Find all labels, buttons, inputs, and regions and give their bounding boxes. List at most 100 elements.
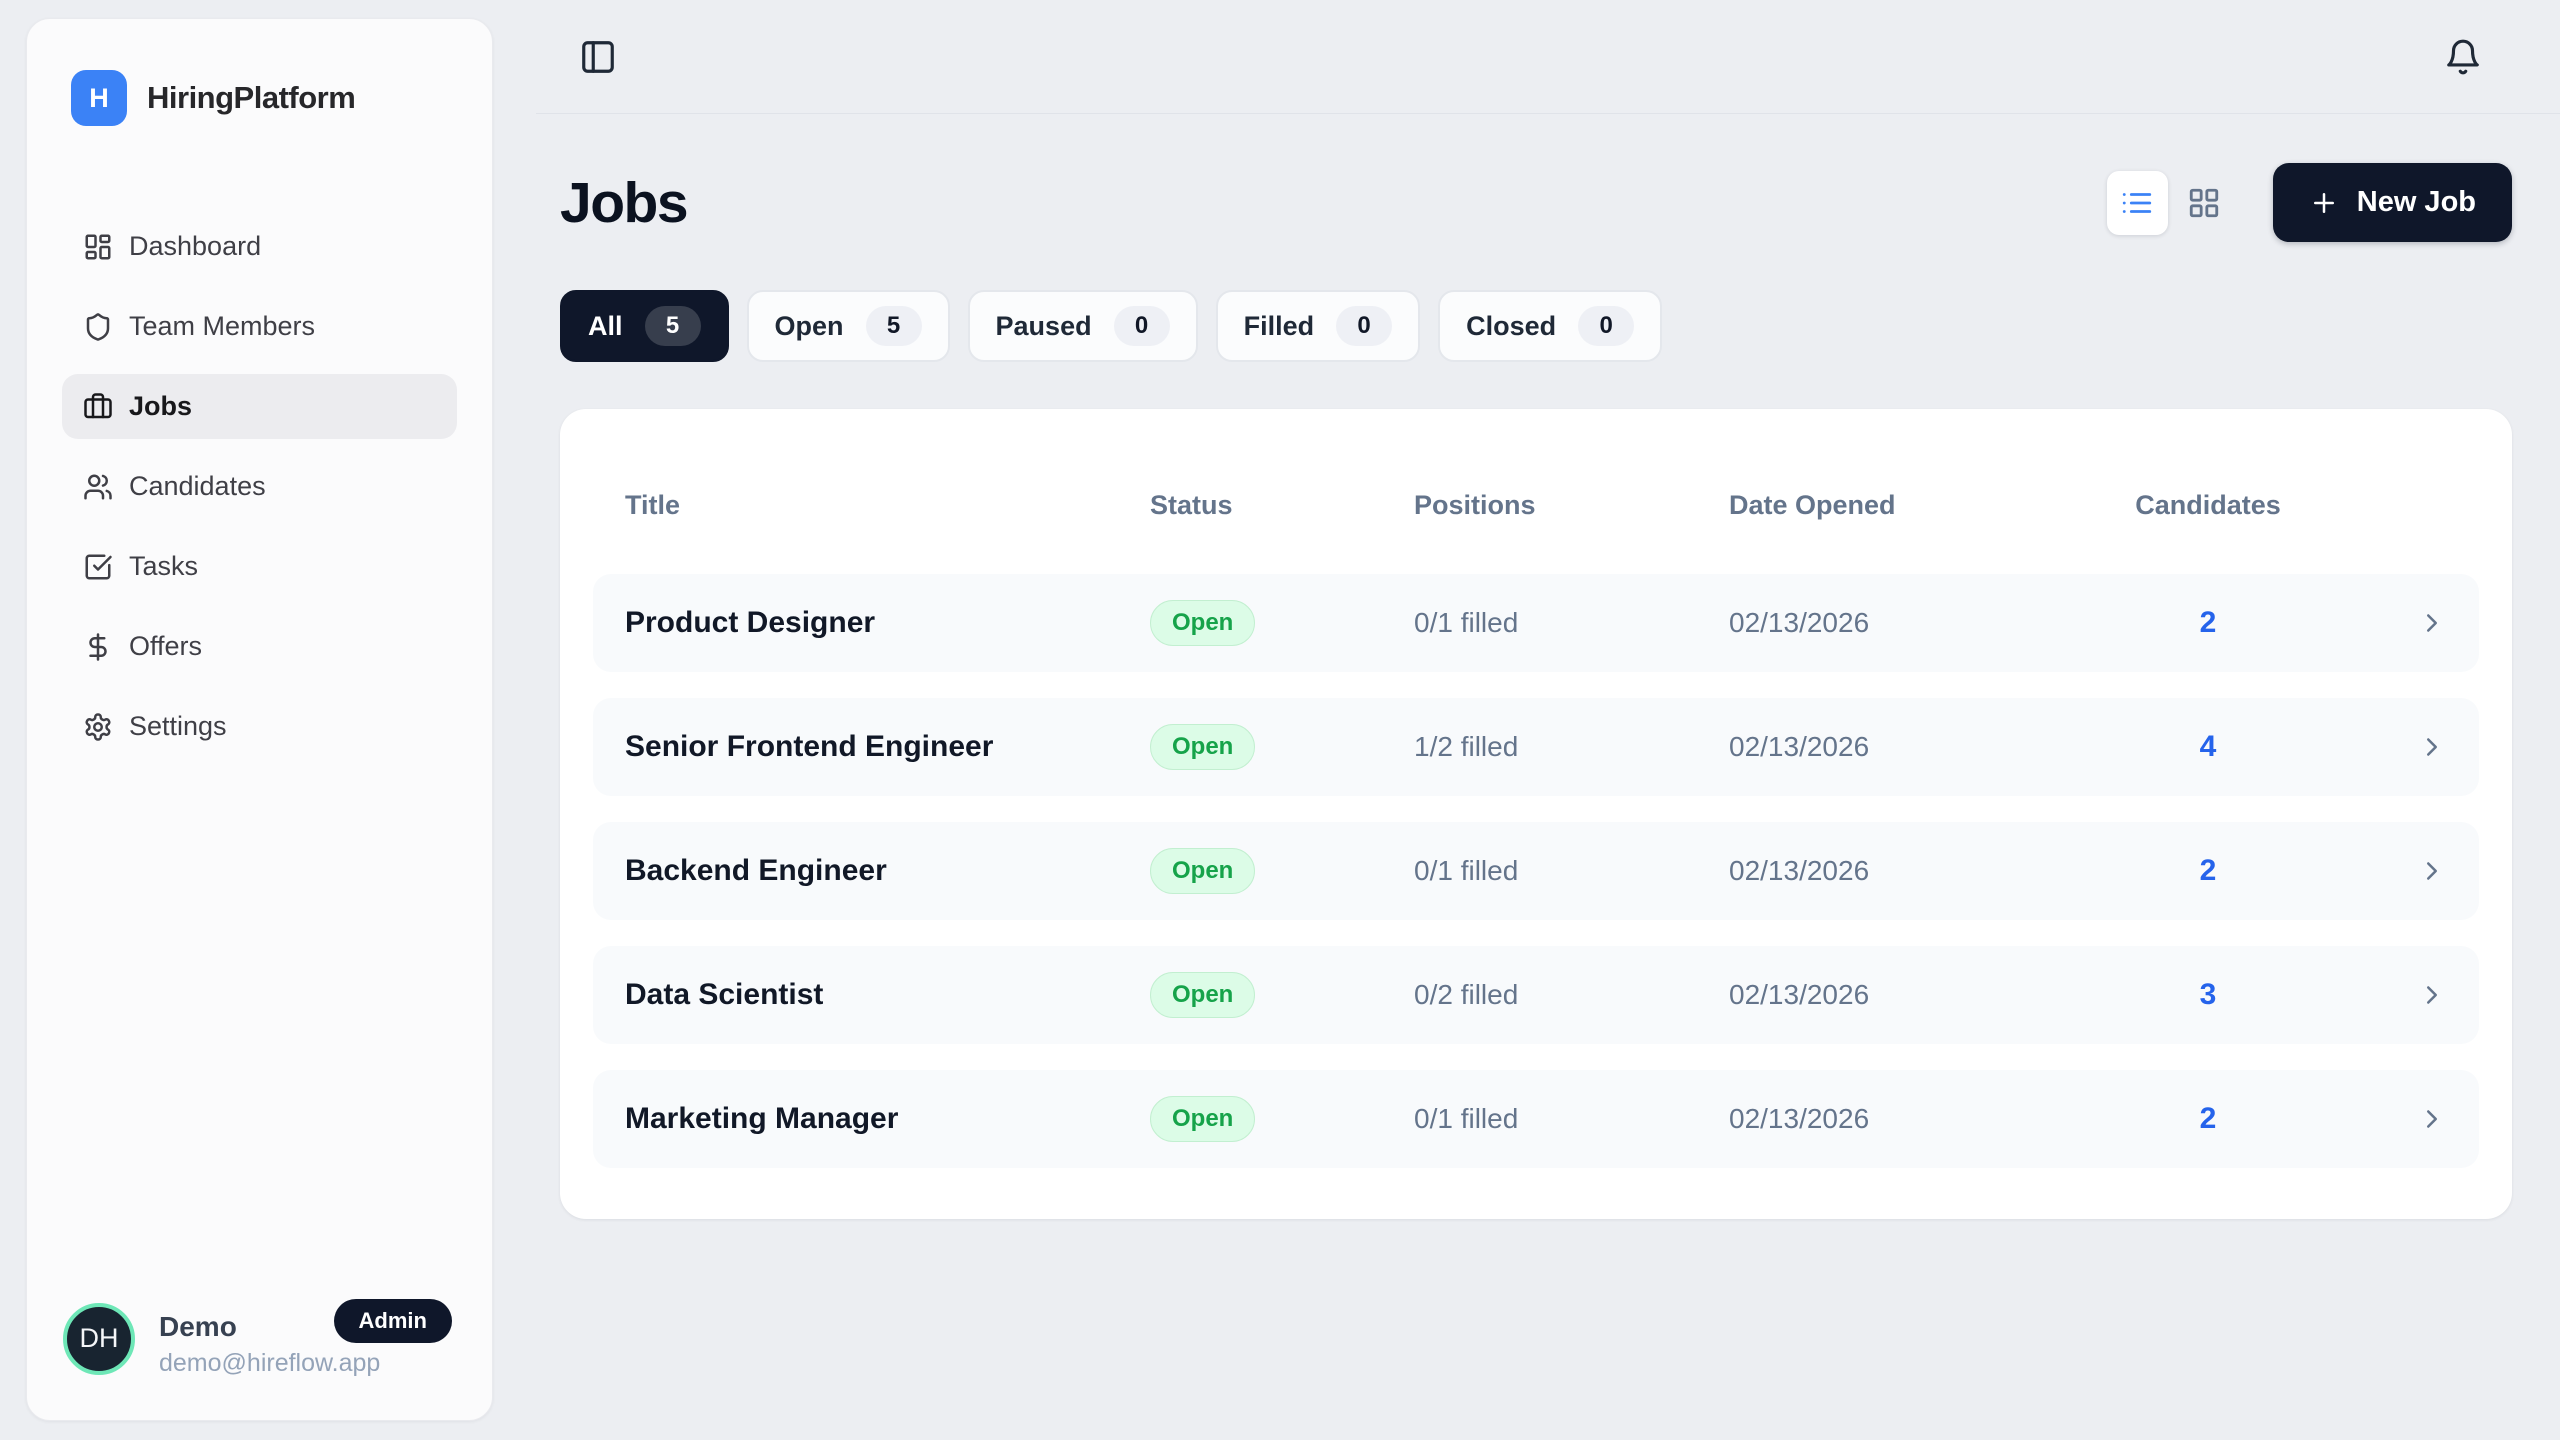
table-row[interactable]: Backend Engineer Open 0/1 filled 02/13/2… [593,822,2479,920]
table-body: Product Designer Open 0/1 filled 02/13/2… [593,574,2479,1168]
shield-icon [83,312,113,342]
row-chevron-button[interactable] [2288,1104,2447,1134]
row-chevron-button[interactable] [2288,608,2447,638]
row-chevron-button[interactable] [2288,732,2447,762]
filter-label: Filled [1243,310,1315,341]
main-area: Jobs [536,0,2560,1440]
page-head: Jobs [560,163,2512,242]
plus-icon [2309,188,2339,218]
sidebar-item-label: Team Members [129,311,316,341]
positions-cell: 0/1 filled [1414,607,1519,638]
users-icon [83,472,113,502]
sidebar-item-label: Offers [129,631,203,661]
status-badge: Open [1150,1096,1256,1142]
filter-label: Closed [1466,310,1557,341]
sidebar-nav: Dashboard Team Members Jobs Candidates T… [27,214,492,759]
briefcase-icon [83,392,113,422]
sidebar-item-label: Candidates [129,471,266,501]
filter-label: Paused [995,310,1092,341]
new-job-button[interactable]: New Job [2272,163,2512,242]
filter-label: All [588,310,623,341]
content: Jobs [536,114,2560,1219]
view-toggle [2099,163,2242,242]
positions-cell: 0/1 filled [1414,855,1519,886]
dollar-icon [83,632,113,662]
status-badge: Open [1150,848,1256,894]
row-chevron-button[interactable] [2288,980,2447,1010]
user-email: demo@hireflow.app [159,1349,381,1377]
column-header-title: Title [625,489,681,520]
app-name: HiringPlatform [147,80,356,115]
bell-icon [2444,38,2482,76]
sidebar-item-label: Tasks [129,551,199,581]
job-title: Senior Frontend Engineer [625,730,994,763]
table-row[interactable]: Product Designer Open 0/1 filled 02/13/2… [593,574,2479,672]
status-badge: Open [1150,972,1256,1018]
candidates-count: 4 [2199,730,2217,763]
date-opened-cell: 02/13/2026 [1729,855,1870,886]
table-row[interactable]: Marketing Manager Open 0/1 filled 02/13/… [593,1070,2479,1168]
sidebar-item-label: Dashboard [129,231,262,261]
notifications-button[interactable] [2440,34,2486,80]
filter-paused[interactable]: Paused 0 [967,290,1198,362]
check-square-icon [83,552,113,582]
brand: H HiringPlatform [27,19,492,126]
date-opened-cell: 02/13/2026 [1729,607,1870,638]
positions-cell: 1/2 filled [1414,731,1519,762]
table-row[interactable]: Senior Frontend Engineer Open 1/2 filled… [593,698,2479,796]
status-badge: Open [1150,724,1256,770]
filter-count: 5 [644,306,701,346]
sidebar-item-tasks[interactable]: Tasks [62,534,457,599]
user-profile[interactable]: DH Demo Admin demo@hireflow.app [27,1299,492,1420]
job-title: Product Designer [625,606,876,639]
sidebar-item-candidates[interactable]: Candidates [62,454,457,519]
sidebar-item-offers[interactable]: Offers [62,614,457,679]
filter-closed[interactable]: Closed 0 [1438,290,1663,362]
table-header: Title Status Positions Date Opened Candi… [593,457,2479,553]
column-header-status: Status [1150,489,1233,520]
filter-count: 0 [1578,306,1635,346]
status-badge: Open [1150,600,1256,646]
sidebar-item-settings[interactable]: Settings [62,694,457,759]
filter-all[interactable]: All 5 [560,290,729,362]
filter-filled[interactable]: Filled 0 [1215,290,1421,362]
filter-tabs: All 5 Open 5 Paused 0 Filled 0 Closed 0 [560,290,2512,362]
chevron-right-icon [2417,1104,2447,1134]
job-title: Backend Engineer [625,854,887,887]
table-row[interactable]: Data Scientist Open 0/2 filled 02/13/202… [593,946,2479,1044]
filter-label: Open [774,310,844,341]
chevron-right-icon [2417,608,2447,638]
role-badge: Admin [333,1299,452,1343]
app-logo: H [71,70,127,126]
filter-open[interactable]: Open 5 [746,290,950,362]
head-actions: New Job [2099,163,2512,242]
sidebar-item-team-members[interactable]: Team Members [62,294,457,359]
list-view-button[interactable] [2106,170,2168,235]
new-job-label: New Job [2356,186,2476,218]
candidates-count: 2 [2199,606,2217,639]
chevron-right-icon [2417,980,2447,1010]
list-icon [2120,186,2154,220]
row-chevron-button[interactable] [2288,856,2447,886]
sidebar-item-jobs[interactable]: Jobs [62,374,457,439]
gear-icon [83,712,113,742]
filter-count: 0 [1336,306,1393,346]
grid-view-button[interactable] [2174,171,2235,235]
column-header-positions: Positions [1414,489,1536,520]
candidates-count: 2 [2199,854,2217,887]
positions-cell: 0/2 filled [1414,979,1519,1010]
chevron-right-icon [2417,856,2447,886]
candidates-count: 3 [2199,978,2217,1011]
filter-count: 5 [865,306,922,346]
sidebar-toggle-button[interactable] [575,34,621,80]
column-header-date-opened: Date Opened [1729,489,1896,520]
sidebar-item-label: Jobs [129,391,193,421]
chevron-right-icon [2417,732,2447,762]
sidebar-item-dashboard[interactable]: Dashboard [62,214,457,279]
job-title: Data Scientist [625,978,824,1011]
avatar: DH [63,1302,135,1375]
sidebar: H HiringPlatform Dashboard Team Members … [26,18,493,1421]
sidebar-item-label: Settings [129,711,227,741]
column-header-candidates: Candidates [2135,489,2281,520]
date-opened-cell: 02/13/2026 [1729,731,1870,762]
